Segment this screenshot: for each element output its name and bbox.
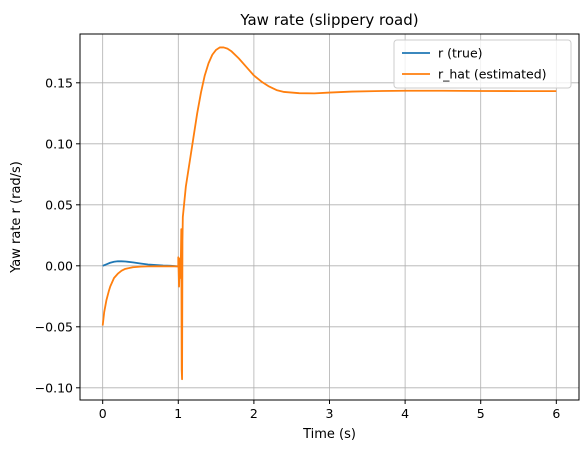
x-tick-label: 5 [477, 406, 485, 421]
x-tick-label: 2 [250, 406, 258, 421]
x-axis-label: Time (s) [302, 427, 356, 442]
x-tick-label: 0 [99, 406, 107, 421]
y-tick-label: 0.05 [45, 197, 73, 212]
ticks: 0 1 2 3 4 5 6 −0.10 −0.05 0.00 0.05 0.10 0.15 [35, 75, 561, 421]
y-tick-label: 0.15 [45, 75, 73, 90]
x-tick-label: 1 [174, 406, 182, 421]
legend-box [393, 39, 572, 89]
y-tick-label: 0.10 [45, 136, 73, 151]
x-tick-label: 4 [401, 406, 409, 421]
y-tick-label: −0.05 [35, 319, 73, 334]
series-line-estimated [101, 46, 557, 381]
grid [80, 34, 579, 400]
y-tick-label: 0.00 [45, 258, 73, 273]
chart-title: Yaw rate (slippery road) [239, 11, 418, 29]
legend-label-estimated: r_hat (estimated) [438, 67, 547, 82]
plot-area [101, 46, 557, 381]
y-tick-label: −0.10 [35, 380, 73, 395]
legend-label-true: r (true) [438, 46, 483, 61]
legend: r (true) r_hat (estimated) [393, 39, 572, 89]
y-axis-label: Yaw rate r (rad/s) [9, 161, 24, 274]
x-tick-label: 3 [326, 406, 334, 421]
x-tick-label: 6 [552, 406, 560, 421]
